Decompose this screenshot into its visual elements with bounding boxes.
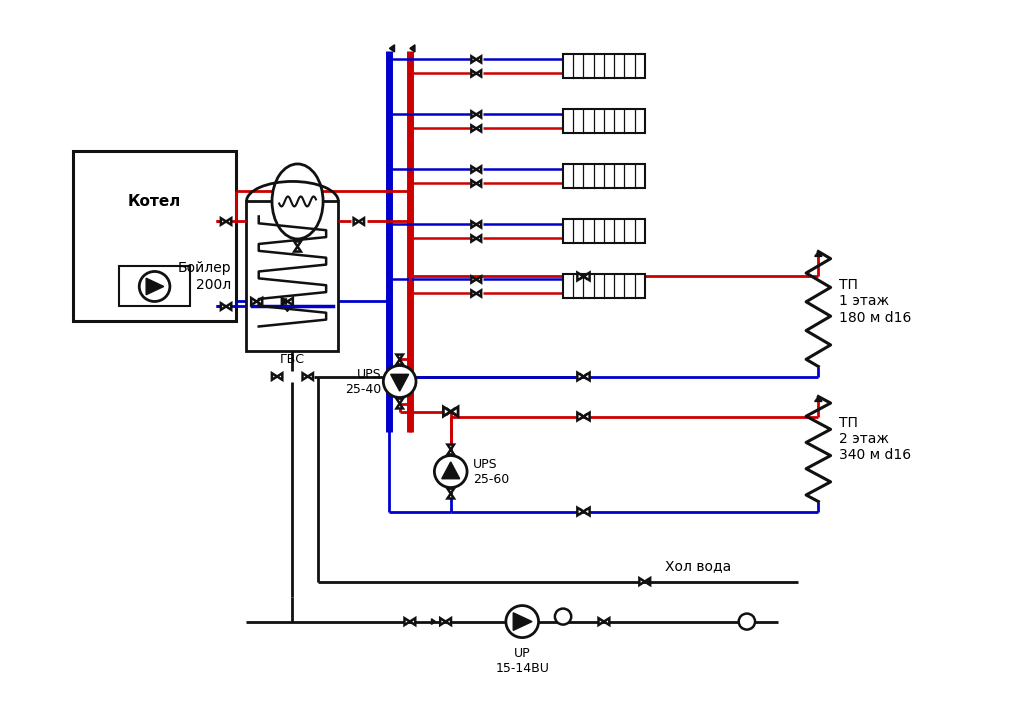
Polygon shape [447,489,454,494]
Bar [563,109,645,134]
Text: UPS
25-60: UPS 25-60 [473,458,510,486]
Polygon shape [476,276,481,283]
Polygon shape [471,276,476,283]
Polygon shape [257,298,262,305]
Text: ГВС: ГВС [280,353,305,366]
Polygon shape [288,298,293,305]
Polygon shape [283,299,287,304]
Polygon shape [404,618,410,625]
Polygon shape [451,407,458,416]
Polygon shape [294,247,301,252]
Bar [563,275,645,299]
Polygon shape [815,252,822,257]
Polygon shape [389,45,394,52]
Text: Котел: Котел [128,194,181,209]
Polygon shape [251,298,257,305]
Polygon shape [645,578,649,585]
Polygon shape [282,298,288,305]
Polygon shape [476,111,481,118]
Polygon shape [471,236,476,241]
Polygon shape [431,619,435,625]
Polygon shape [476,291,481,296]
Polygon shape [272,373,278,380]
Bar [563,54,645,78]
Circle shape [738,614,755,630]
Text: UPS
25-40: UPS 25-40 [345,367,381,395]
Polygon shape [513,613,532,630]
Polygon shape [441,462,460,479]
Polygon shape [604,618,609,625]
Text: Бойлер
200л: Бойлер 200л [177,262,231,291]
Polygon shape [447,445,454,450]
Polygon shape [471,125,476,132]
Polygon shape [476,56,481,62]
Polygon shape [584,372,590,380]
Polygon shape [353,218,358,225]
Polygon shape [476,125,481,132]
Polygon shape [391,375,409,391]
Polygon shape [578,508,584,515]
Polygon shape [396,359,402,364]
Polygon shape [221,303,226,309]
Polygon shape [476,166,481,173]
Polygon shape [639,578,645,585]
Text: ТП
2 этаж
340 м d16: ТП 2 этаж 340 м d16 [839,416,911,462]
Polygon shape [476,221,481,228]
Bar [73,151,237,322]
Circle shape [383,366,416,398]
Circle shape [555,609,571,625]
Bar [119,267,190,307]
Polygon shape [578,273,584,281]
Polygon shape [294,241,301,247]
Text: UP
15-14BU: UP 15-14BU [496,646,549,675]
Polygon shape [285,308,290,312]
Polygon shape [471,221,476,228]
Polygon shape [471,56,476,62]
Polygon shape [578,372,584,380]
Polygon shape [302,373,308,380]
Polygon shape [476,70,481,77]
Polygon shape [598,618,604,625]
Polygon shape [358,218,364,225]
Bar [247,202,338,351]
Polygon shape [584,508,590,515]
Polygon shape [226,218,231,225]
Polygon shape [396,398,402,403]
Polygon shape [308,373,313,380]
Polygon shape [440,618,445,625]
Polygon shape [471,166,476,173]
Text: Хол вода: Хол вода [666,560,731,573]
Polygon shape [221,218,226,225]
Polygon shape [447,450,454,455]
Bar [563,164,645,189]
Polygon shape [396,403,402,408]
Polygon shape [410,618,416,625]
Polygon shape [584,273,590,281]
Ellipse shape [272,164,324,239]
Circle shape [139,271,170,301]
Polygon shape [443,407,451,416]
Polygon shape [476,236,481,241]
Polygon shape [815,396,822,401]
Polygon shape [278,373,283,380]
Circle shape [434,455,467,487]
Text: ТП
1 этаж
180 м d16: ТП 1 этаж 180 м d16 [839,278,911,325]
Polygon shape [471,180,476,187]
Polygon shape [447,494,454,498]
Polygon shape [445,618,451,625]
Polygon shape [471,291,476,296]
Polygon shape [410,45,415,52]
Polygon shape [471,70,476,77]
Polygon shape [645,578,650,585]
Polygon shape [584,413,590,420]
Polygon shape [226,303,231,309]
Polygon shape [476,180,481,187]
Polygon shape [146,278,164,295]
Circle shape [506,606,539,638]
Polygon shape [578,413,584,420]
Polygon shape [471,111,476,118]
Polygon shape [396,354,402,359]
Bar [563,220,645,244]
